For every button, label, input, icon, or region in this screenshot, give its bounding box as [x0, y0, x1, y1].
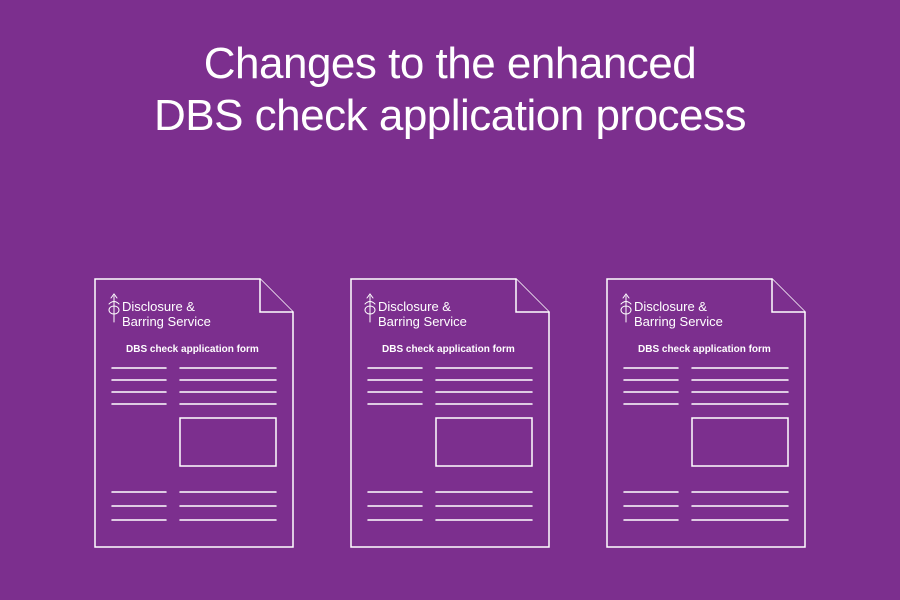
- org-name: Disclosure &Barring Service: [378, 300, 467, 330]
- form-label: DBS check application form: [638, 344, 771, 355]
- document-icon: Disclosure &Barring Service DBS check app…: [606, 278, 806, 548]
- title-line-1: Changes to the enhanced: [204, 39, 696, 88]
- org-line-2: Barring Service: [122, 314, 211, 329]
- org-line-1: Disclosure &: [634, 299, 707, 314]
- org-name: Disclosure &Barring Service: [122, 300, 211, 330]
- documents-row: Disclosure &Barring ServiceDBS check app…: [0, 278, 900, 548]
- org-name: Disclosure &Barring Service: [634, 300, 723, 330]
- document-icon: Disclosure &Barring Service DBS check app…: [350, 278, 550, 548]
- infographic-stage: Changes to the enhanced DBS check applic…: [0, 0, 900, 600]
- document-icon: Disclosure &Barring Service DBS check app…: [94, 278, 294, 548]
- org-line-1: Disclosure &: [122, 299, 195, 314]
- page-title: Changes to the enhanced DBS check applic…: [0, 38, 900, 142]
- org-line-1: Disclosure &: [378, 299, 451, 314]
- org-line-2: Barring Service: [634, 314, 723, 329]
- title-line-2: DBS check application process: [154, 91, 746, 140]
- form-label: DBS check application form: [382, 344, 515, 355]
- form-label: DBS check application form: [126, 344, 259, 355]
- org-line-2: Barring Service: [378, 314, 467, 329]
